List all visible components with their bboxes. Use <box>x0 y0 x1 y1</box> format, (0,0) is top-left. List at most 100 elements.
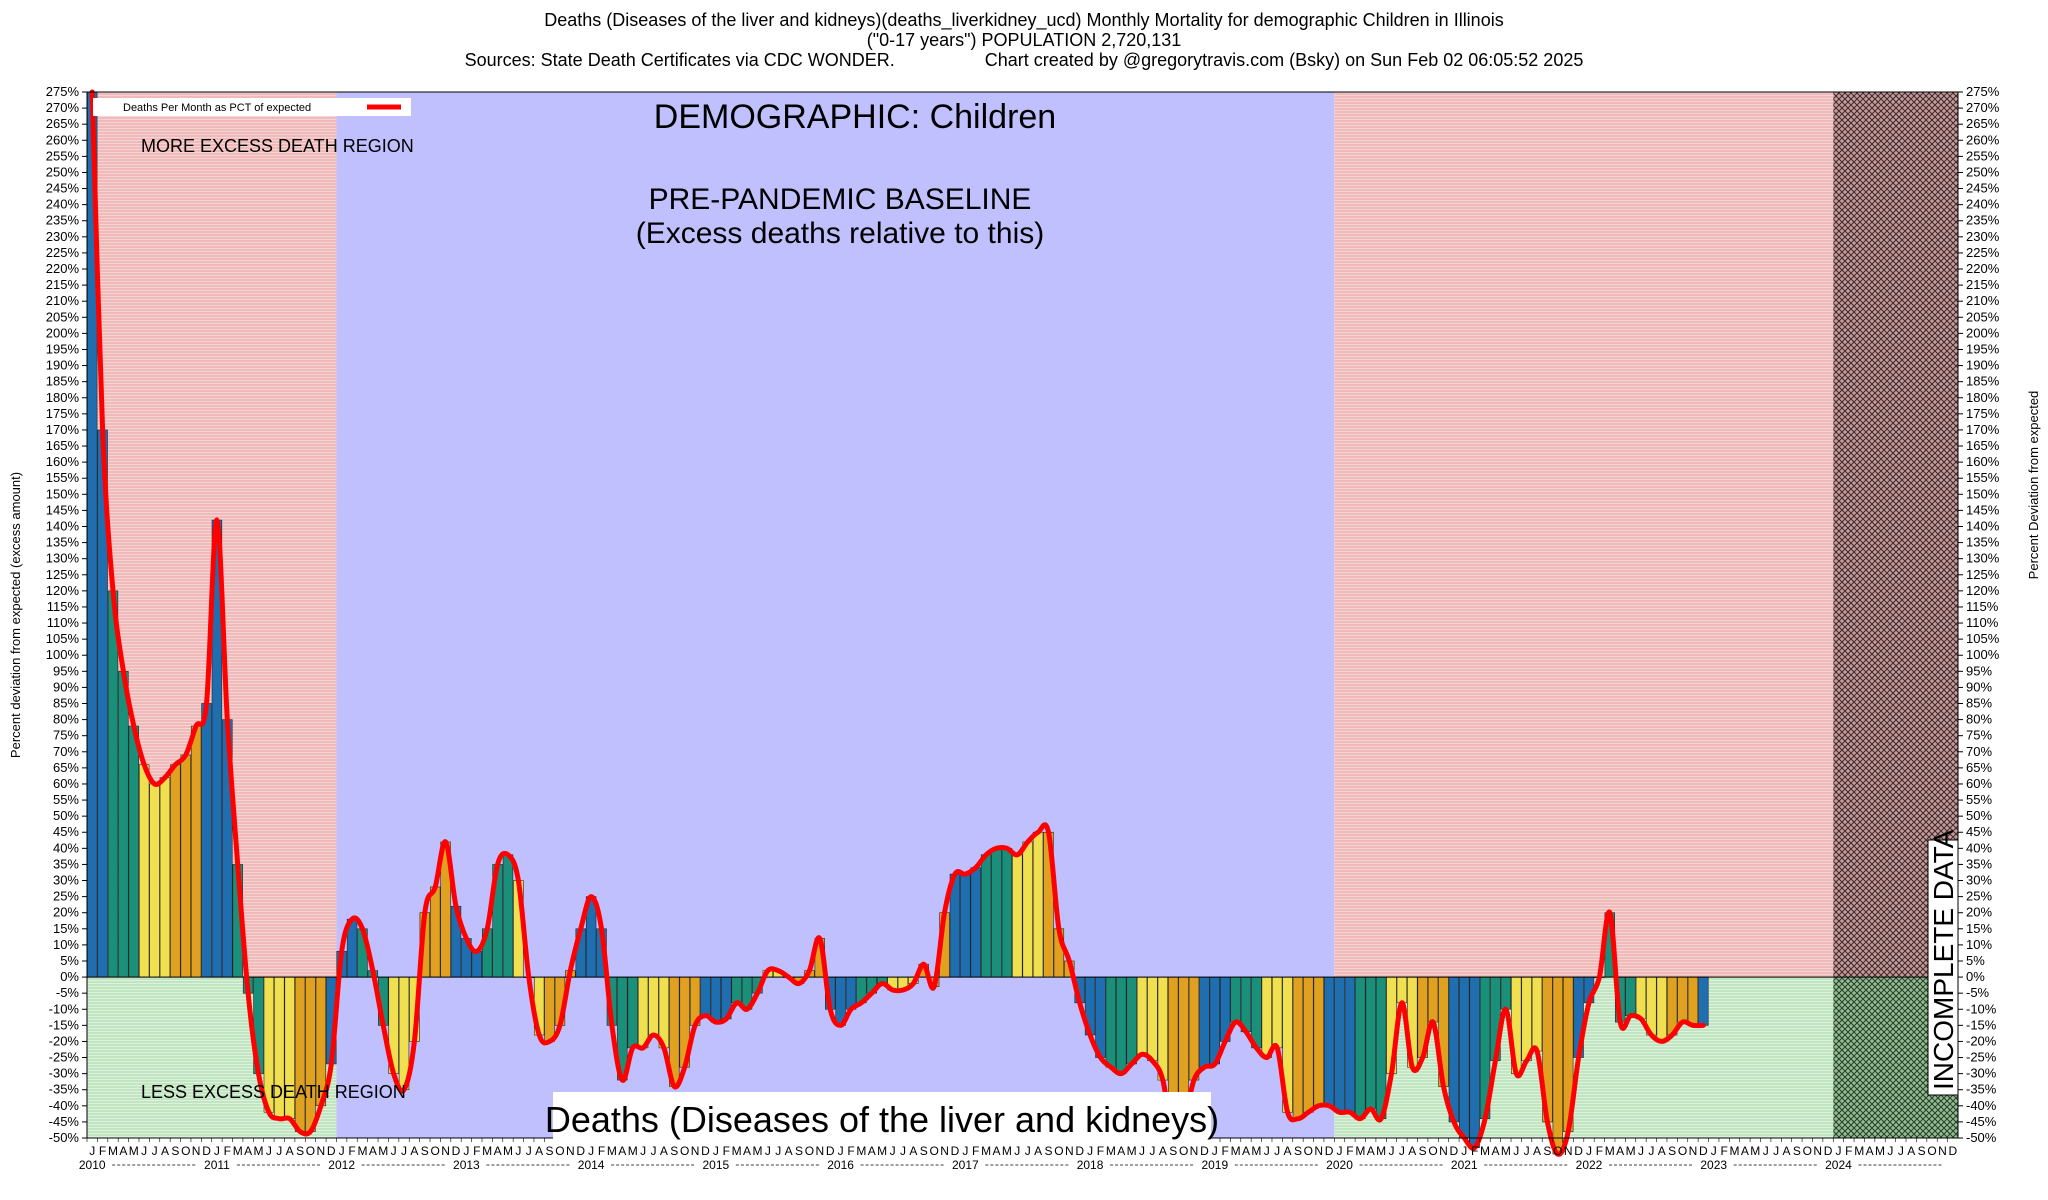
x-tick-month: S <box>296 1144 304 1158</box>
y-tick-label-left: -10% <box>49 1001 80 1016</box>
x-tick-month: A <box>1367 1144 1375 1158</box>
data-bar <box>305 976 316 1132</box>
x-tick-month: J <box>526 1144 532 1158</box>
x-tick-month: J <box>1389 1144 1395 1158</box>
y-tick-label-left: 245% <box>46 181 80 196</box>
y-tick-label-left: -5% <box>56 985 80 1000</box>
x-tick-month: S <box>920 1144 928 1158</box>
x-tick-month: J <box>391 1144 397 1158</box>
y-tick-label-left: 180% <box>46 390 80 405</box>
x-tick-year: 2020 <box>1326 1158 1353 1172</box>
x-tick-month: N <box>1314 1144 1323 1158</box>
data-bar <box>980 854 992 978</box>
y-tick-label-left: 255% <box>46 148 80 163</box>
y-tick-label-right: 190% <box>1966 358 2000 373</box>
x-tick-month: S <box>1918 1144 1926 1158</box>
x-tick-month: A <box>369 1144 377 1158</box>
x-tick-month: F <box>224 1144 231 1158</box>
x-tick-month: O <box>1553 1144 1562 1158</box>
bar-series <box>87 91 1958 1155</box>
y-tick-label-left: -40% <box>49 1098 80 1113</box>
x-tick-month: S <box>795 1144 803 1158</box>
x-tick-year: 2023 <box>1700 1158 1727 1172</box>
x-tick-month: J <box>515 1144 521 1158</box>
x-tick-month: O <box>680 1144 689 1158</box>
y-tick-label-left: 120% <box>46 583 80 598</box>
data-bar <box>1635 976 1647 1020</box>
x-tick-month: D <box>1200 1144 1209 1158</box>
y-tick-label-right: 80% <box>1966 712 1992 727</box>
x-tick-month: A <box>1159 1144 1167 1158</box>
x-tick-month: D <box>1824 1144 1833 1158</box>
x-tick-month: J <box>339 1144 345 1158</box>
bottom-label: Deaths (Diseases of the liver and kidney… <box>545 1099 1219 1140</box>
y-tick-label-right: 145% <box>1966 502 2000 517</box>
axes: -50% -50%-45% -45%-40% -40%-35% -35%-30% -30%… <box>8 84 2041 1172</box>
deficit-region <box>1334 977 1834 1138</box>
x-tick-month: S <box>670 1144 678 1158</box>
x-tick-month: F <box>348 1144 355 1158</box>
x-tick-month: D <box>701 1144 710 1158</box>
bottom-label-box <box>553 1092 1211 1144</box>
y-tick-label-left: 235% <box>46 213 80 228</box>
data-bar <box>627 976 638 1049</box>
x-tick-month: M <box>628 1144 638 1158</box>
x-tick-month: M <box>1376 1144 1386 1158</box>
x-tick-month: N <box>815 1144 824 1158</box>
data-bar <box>1157 976 1169 1081</box>
more-excess-label: MORE EXCESS DEATH REGION <box>141 136 414 156</box>
x-tick-month: M <box>1854 1144 1864 1158</box>
data-bar <box>970 867 981 978</box>
x-tick-month: J <box>775 1144 781 1158</box>
y-tick-label-left: 265% <box>46 116 80 131</box>
incomplete-label-box <box>1927 839 1959 1096</box>
x-tick-month: M <box>1355 1144 1365 1158</box>
y-tick-label-left: 95% <box>53 663 79 678</box>
chart-credit: Chart created by @gregorytravis.com (Bsk… <box>984 50 1584 70</box>
data-bar <box>1188 976 1200 1081</box>
x-tick-month: A <box>1242 1144 1250 1158</box>
x-tick-month: M <box>856 1144 866 1158</box>
x-tick-month: N <box>691 1144 700 1158</box>
x-tick-month: J <box>765 1144 771 1158</box>
x-tick-month: J <box>152 1144 158 1158</box>
y-tick-label-left: 40% <box>53 840 79 855</box>
y-tick-label-right: 25% <box>1966 889 1992 904</box>
y-tick-label-right: 235% <box>1966 213 2000 228</box>
y-tick-label-left: 90% <box>53 679 79 694</box>
y-tick-label-right: 30% <box>1966 873 1992 888</box>
y-tick-label-right: 90% <box>1966 679 1992 694</box>
x-tick-month: D <box>1450 1144 1459 1158</box>
x-tick-month: O <box>1927 1144 1936 1158</box>
x-tick-month: O <box>929 1144 938 1158</box>
x-tick-month: M <box>1626 1144 1636 1158</box>
x-tick-month: J <box>1638 1144 1644 1158</box>
data-bar <box>960 873 971 978</box>
x-tick-month: S <box>421 1144 429 1158</box>
x-tick-month: A <box>1117 1144 1125 1158</box>
y-tick-label-left: 210% <box>46 293 80 308</box>
x-tick-month: J <box>1711 1144 1717 1158</box>
x-tick-month: F <box>1720 1144 1727 1158</box>
x-tick-month: M <box>378 1144 388 1158</box>
y-tick-label-left: 145% <box>46 502 80 517</box>
x-tick-month: A <box>1907 1144 1915 1158</box>
x-tick-year: 2015 <box>703 1158 730 1172</box>
line-series <box>89 89 1706 1157</box>
x-tick-year: 2016 <box>827 1158 854 1172</box>
x-tick-month: M <box>1605 1144 1615 1158</box>
x-tick-month: N <box>1190 1144 1199 1158</box>
x-tick-month: N <box>1813 1144 1822 1158</box>
x-tick-month: J <box>1763 1144 1769 1158</box>
demographic-label: DEMOGRAPHIC: Children <box>654 98 1056 136</box>
x-tick-month: N <box>1689 1144 1698 1158</box>
deficit-region <box>87 977 337 1138</box>
x-tick-month: A <box>618 1144 626 1158</box>
x-tick-month: O <box>1304 1144 1313 1158</box>
x-tick-month: O <box>555 1144 564 1158</box>
y-tick-label-left: 220% <box>46 261 80 276</box>
x-tick-month: D <box>576 1144 585 1158</box>
x-tick-month: N <box>317 1144 326 1158</box>
x-tick-month: A <box>660 1144 668 1158</box>
chart-sources-line: Sources: State Death Certificates via CD… <box>0 50 2048 70</box>
